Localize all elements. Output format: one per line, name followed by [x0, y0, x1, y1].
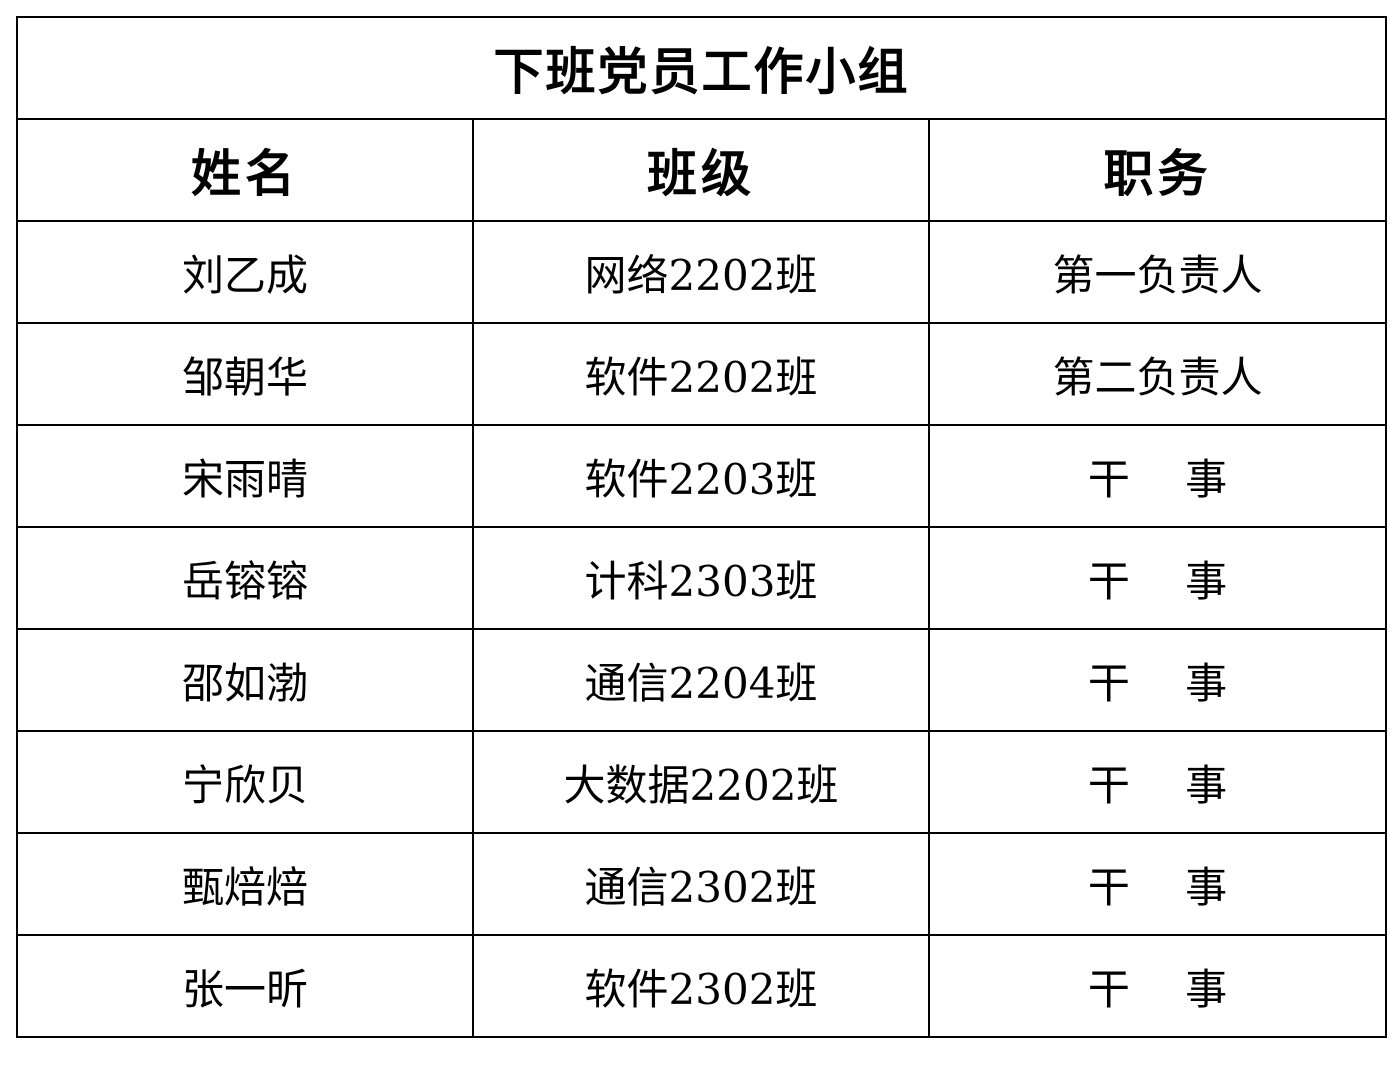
table-row: 宁欣贝 大数据2202班干 事 — [16, 730, 1388, 834]
cell-name: 张一昕 — [16, 934, 474, 1038]
cell-class: 计科2303班 — [472, 526, 930, 630]
cell-class: 软件2202班 — [472, 322, 930, 426]
cell-class: 大数据2202班 — [472, 730, 930, 834]
cell-role: 干 事 — [927, 832, 1388, 936]
cell-role: 干 事 — [927, 424, 1388, 528]
table-row: 刘乙成 网络2202班 第一负责人 — [16, 220, 1388, 324]
cell-role: 第一负责人 — [927, 220, 1388, 324]
cell-role: 干 事 — [927, 526, 1388, 630]
header-role: 职务 — [927, 118, 1388, 222]
cell-name: 岳镕镕 — [16, 526, 474, 630]
cell-name: 邵如渤 — [16, 628, 474, 732]
header-class: 班级 — [472, 118, 930, 222]
cell-class: 网络2202班 — [472, 220, 930, 324]
table-row: 邵如渤 通信2204班干 事 — [16, 628, 1388, 732]
cell-name: 宁欣贝 — [16, 730, 474, 834]
cell-role: 干 事 — [927, 628, 1388, 732]
table-row: 张一昕 软件2302班干 事 — [16, 934, 1388, 1038]
header-name: 姓名 — [16, 118, 474, 222]
cell-name: 宋雨晴 — [16, 424, 474, 528]
cell-name: 邹朝华 — [16, 322, 474, 426]
title-row: 下班党员工作小组 — [15, 16, 1388, 120]
table-row: 宋雨晴 软件2203班干 事 — [16, 424, 1388, 528]
cell-class: 软件2302班 — [472, 934, 930, 1038]
cell-name: 刘乙成 — [16, 220, 474, 324]
party-member-group-table: 下班党员工作小组 姓名 班级 职务 刘乙成 网络2202班 第一负责人 邹朝华 软件22… — [15, 16, 1388, 1038]
cell-class: 通信2204班 — [472, 628, 930, 732]
table-row: 岳镕镕 计科2303班干 事 — [16, 526, 1388, 630]
cell-class: 通信2302班 — [472, 832, 930, 936]
cell-role: 干 事 — [927, 934, 1388, 1038]
cell-role: 干 事 — [927, 730, 1388, 834]
cell-class: 软件2203班 — [472, 424, 930, 528]
table-title: 下班党员工作小组 — [15, 16, 1388, 120]
table-row: 甄焙焙 通信2302班干 事 — [16, 832, 1388, 936]
cell-name: 甄焙焙 — [16, 832, 474, 936]
cell-role: 第二负责人 — [927, 322, 1388, 426]
table-row: 邹朝华 软件2202班 第二负责人 — [16, 322, 1388, 426]
header-row: 姓名 班级 职务 — [16, 118, 1388, 222]
